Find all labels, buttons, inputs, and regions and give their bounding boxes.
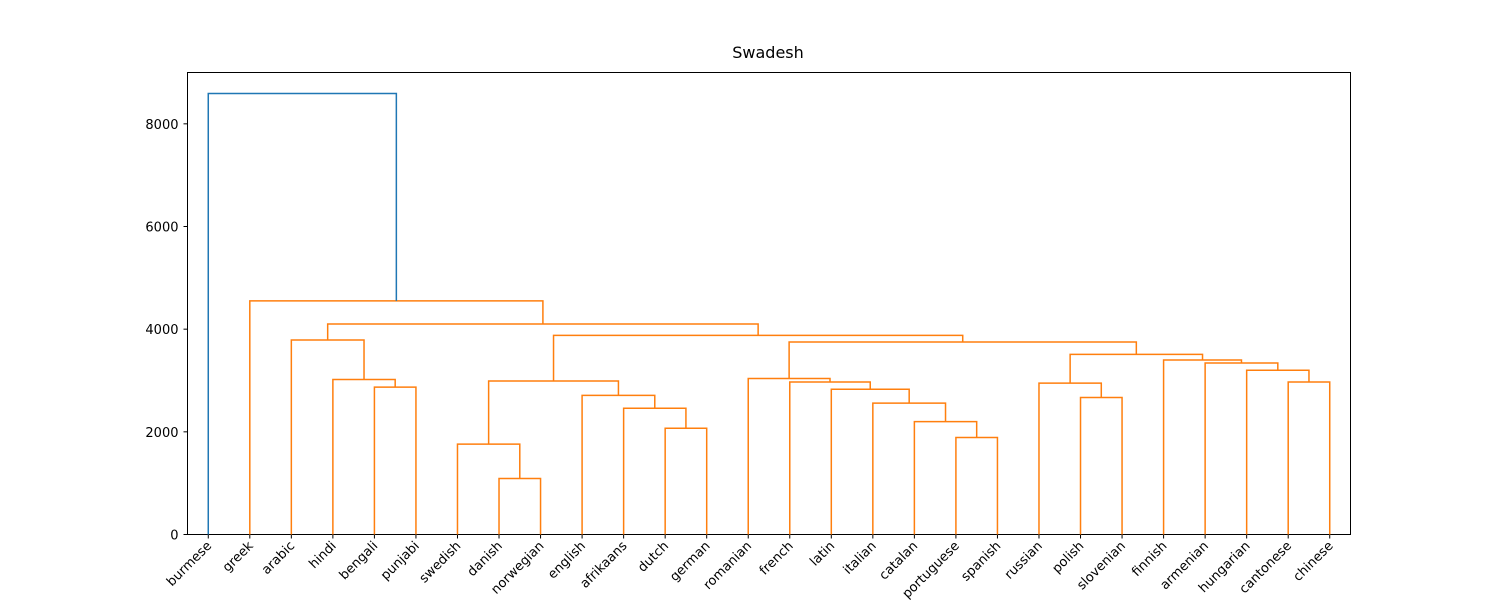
leaf-label: burmese [164, 539, 215, 590]
link [373, 386, 417, 535]
link [1245, 369, 1310, 535]
leaf-label: latin [807, 539, 838, 570]
leaf-label: punjabi [378, 539, 423, 584]
leaf-label: russian [1002, 539, 1046, 583]
plot-frame [187, 72, 1351, 535]
link [1069, 353, 1204, 384]
link [622, 407, 687, 535]
leaf-label: finnish [1129, 539, 1170, 580]
link [955, 436, 999, 535]
leaf-label: hindi [306, 539, 339, 572]
leaf-label: arabic [259, 539, 298, 578]
leaf-label: chinese [1291, 539, 1337, 585]
y-tick-label: 8000 [145, 118, 178, 133]
link [326, 323, 759, 340]
y-tick-label: 4000 [145, 323, 178, 338]
link [789, 381, 871, 535]
link [664, 427, 708, 535]
link [913, 420, 978, 535]
link [830, 388, 910, 535]
link [332, 378, 396, 535]
link [1038, 382, 1103, 535]
leaf-label: greek [220, 538, 257, 575]
link [1287, 381, 1331, 535]
link [552, 334, 964, 382]
leaf-label: danish [465, 539, 506, 580]
leaf-label: dutch [635, 539, 672, 576]
link [487, 380, 620, 445]
link [581, 394, 656, 535]
leaf-label: polish [1050, 539, 1088, 577]
link [1079, 396, 1123, 535]
link [207, 92, 398, 535]
link [1204, 362, 1279, 535]
link [747, 377, 831, 535]
leaf-label: italian [841, 539, 880, 578]
link [1162, 359, 1243, 535]
leaf-label: swedish [417, 539, 465, 587]
leaf-label: bengali [337, 539, 382, 584]
link [456, 443, 521, 535]
link [498, 477, 542, 535]
link [788, 341, 1138, 379]
link [872, 402, 947, 535]
leaf-label: spanish [958, 539, 1004, 585]
link [290, 339, 365, 535]
leaf-label: french [757, 539, 797, 579]
y-tick-label: 6000 [145, 221, 178, 236]
chart-title: Swadesh [732, 43, 804, 62]
y-tick-label: 2000 [145, 426, 178, 441]
y-tick-label: 0 [170, 529, 178, 544]
